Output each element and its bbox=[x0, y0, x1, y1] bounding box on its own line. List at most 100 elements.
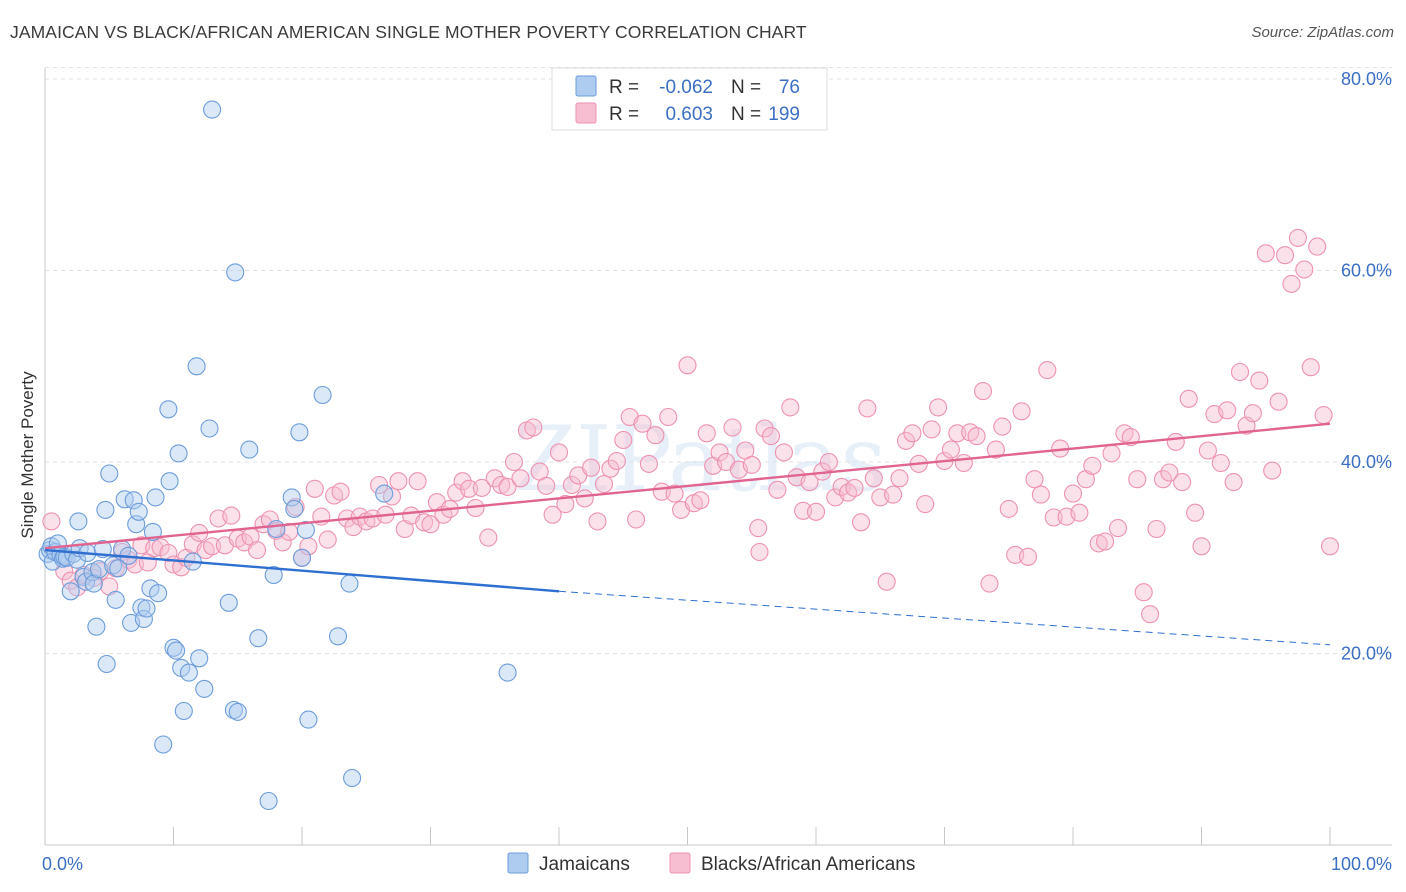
black-point bbox=[1044, 508, 1063, 527]
black-point bbox=[1031, 485, 1050, 504]
black-point bbox=[331, 482, 350, 501]
jamaican-point bbox=[267, 519, 286, 539]
black-point bbox=[1063, 484, 1083, 503]
black-point bbox=[492, 475, 511, 495]
jamaican-point bbox=[74, 567, 93, 586]
jamaican-point bbox=[154, 735, 173, 754]
jamaican-point bbox=[219, 593, 238, 612]
black-point bbox=[485, 469, 504, 488]
black-point bbox=[370, 475, 389, 495]
black-point bbox=[1108, 519, 1128, 538]
black-point bbox=[549, 443, 569, 462]
black-point bbox=[723, 418, 742, 437]
jamaican-point bbox=[228, 702, 247, 721]
black-point bbox=[954, 453, 973, 473]
black-point bbox=[794, 501, 813, 520]
black-point bbox=[1038, 361, 1057, 380]
jamaican-point bbox=[149, 584, 168, 603]
black-point bbox=[659, 407, 678, 427]
y-tick-label: 60.0% bbox=[1341, 261, 1392, 281]
chart-source: Source: ZipAtlas.com bbox=[1251, 24, 1394, 41]
black-point bbox=[159, 543, 178, 563]
black-point bbox=[1256, 244, 1275, 263]
black-point bbox=[247, 541, 267, 560]
jamaican-point bbox=[187, 357, 206, 376]
jamaican-point bbox=[290, 423, 309, 442]
jamaican-point bbox=[226, 263, 245, 282]
black-point bbox=[498, 477, 517, 496]
black-point bbox=[761, 427, 781, 446]
y-axis-title: Single Mother Poverty bbox=[18, 371, 37, 539]
jamaican-point bbox=[179, 663, 198, 682]
black-point bbox=[1275, 246, 1295, 265]
black-point bbox=[967, 427, 986, 446]
black-point bbox=[408, 472, 427, 491]
black-point bbox=[627, 510, 646, 529]
black-point bbox=[1211, 453, 1230, 473]
black-point bbox=[941, 440, 960, 459]
black-point bbox=[1083, 456, 1102, 475]
trend-lines bbox=[44, 422, 1331, 646]
black-point bbox=[42, 512, 61, 531]
black-point bbox=[556, 495, 575, 514]
black-point bbox=[260, 510, 279, 529]
black-point bbox=[973, 382, 993, 401]
black-point bbox=[305, 479, 324, 498]
black-point bbox=[1018, 547, 1038, 566]
black-point bbox=[749, 519, 768, 538]
black-point bbox=[858, 399, 877, 418]
jamaican-point bbox=[167, 641, 186, 660]
legend-n-label-jamaicans: N = bbox=[731, 77, 761, 98]
black-point bbox=[1121, 428, 1140, 447]
jamaican-point bbox=[340, 574, 359, 593]
black-point bbox=[903, 424, 922, 443]
black-point bbox=[1282, 274, 1301, 293]
black-point bbox=[582, 458, 601, 477]
jamaican-point bbox=[296, 520, 315, 540]
jamaican-point bbox=[69, 512, 88, 531]
jamaican-point bbox=[132, 598, 151, 617]
jamaican-point bbox=[285, 499, 304, 518]
black-point bbox=[819, 452, 838, 472]
black-point bbox=[1198, 441, 1217, 460]
legend-n-value-jamaicans: 76 bbox=[779, 77, 800, 98]
jamaican-point bbox=[87, 617, 106, 636]
black-point bbox=[697, 424, 716, 443]
black-point bbox=[1230, 362, 1250, 382]
black-point bbox=[1269, 392, 1288, 411]
black-point bbox=[524, 418, 543, 437]
bottom-legend-label-blacks: Blacks/African Americans bbox=[701, 854, 915, 875]
black-point bbox=[916, 495, 935, 514]
legend-r-label-jamaicans: R = bbox=[609, 77, 639, 98]
jamaican-point bbox=[146, 488, 165, 507]
black-point bbox=[1250, 371, 1269, 390]
jamaican-point bbox=[109, 559, 128, 578]
black-point bbox=[415, 513, 434, 532]
data-points bbox=[38, 100, 1340, 811]
black-point bbox=[922, 420, 941, 439]
black-point bbox=[1308, 237, 1327, 256]
jamaican-point bbox=[124, 491, 143, 510]
black-point bbox=[1128, 470, 1147, 489]
jamaican-point bbox=[100, 464, 119, 483]
black-point bbox=[896, 431, 916, 450]
jamaican-point bbox=[264, 565, 283, 585]
jamaican-point bbox=[169, 444, 188, 463]
jamaican-point bbox=[203, 100, 222, 119]
black-point bbox=[1160, 463, 1179, 482]
legend-r-label-blacks: R = bbox=[609, 104, 639, 125]
black-point bbox=[203, 537, 222, 556]
jamaican-point bbox=[61, 582, 80, 601]
black-point bbox=[851, 513, 871, 532]
black-point bbox=[750, 542, 769, 562]
black-point bbox=[929, 398, 948, 417]
jamaican-point bbox=[160, 472, 179, 491]
black-point bbox=[646, 426, 665, 445]
black-point bbox=[460, 479, 479, 498]
jamaican-point bbox=[137, 599, 156, 618]
black-point bbox=[222, 506, 241, 525]
black-point bbox=[948, 424, 967, 443]
black-point bbox=[999, 499, 1018, 518]
black-point bbox=[1320, 537, 1340, 556]
jamaican-point bbox=[249, 629, 268, 648]
